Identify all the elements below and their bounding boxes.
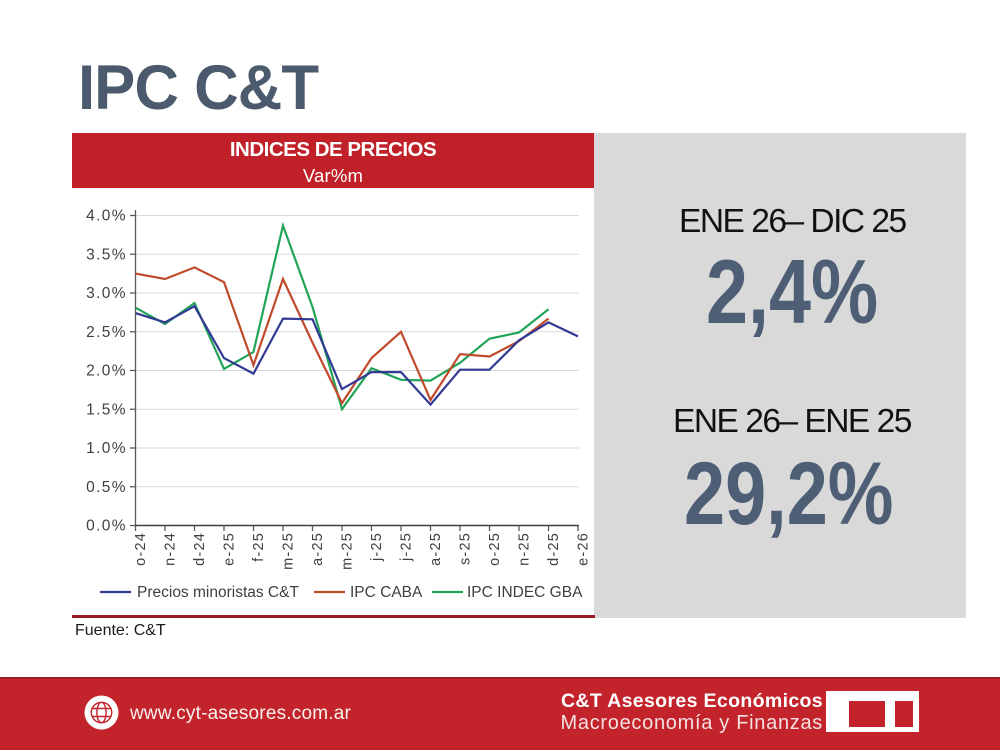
svg-text:n-24: n-24 bbox=[163, 532, 179, 566]
svg-text:j-25: j-25 bbox=[369, 532, 385, 562]
svg-text:j-25: j-25 bbox=[399, 532, 415, 562]
svg-text:e-25: e-25 bbox=[222, 532, 238, 566]
svg-text:0.5%: 0.5% bbox=[86, 479, 127, 496]
svg-text:0.0%: 0.0% bbox=[86, 518, 127, 535]
svg-text:Precios minoristas C&T: Precios minoristas C&T bbox=[137, 584, 299, 601]
svg-text:n-25: n-25 bbox=[517, 532, 533, 566]
svg-text:a-25: a-25 bbox=[310, 532, 326, 566]
svg-text:m-25: m-25 bbox=[340, 532, 356, 570]
svg-text:d-24: d-24 bbox=[192, 532, 208, 566]
svg-text:3.5%: 3.5% bbox=[86, 246, 127, 263]
svg-text:IPC CABA: IPC CABA bbox=[350, 584, 423, 601]
svg-text:1.0%: 1.0% bbox=[86, 440, 127, 457]
svg-text:1.5%: 1.5% bbox=[86, 401, 127, 418]
svg-text:d-25: d-25 bbox=[546, 532, 562, 566]
svg-text:s-25: s-25 bbox=[458, 532, 474, 565]
svg-text:4.0%: 4.0% bbox=[86, 208, 127, 225]
svg-text:IPC INDEC GBA: IPC INDEC GBA bbox=[467, 584, 583, 601]
svg-text:3.0%: 3.0% bbox=[86, 285, 127, 302]
svg-text:2.0%: 2.0% bbox=[86, 363, 127, 380]
svg-text:e-26: e-26 bbox=[576, 532, 592, 566]
svg-text:a-25: a-25 bbox=[428, 532, 444, 566]
svg-text:2.5%: 2.5% bbox=[86, 324, 127, 341]
svg-text:m-25: m-25 bbox=[281, 532, 297, 570]
svg-text:o-24: o-24 bbox=[133, 532, 149, 566]
svg-text:o-25: o-25 bbox=[487, 532, 503, 566]
svg-text:f-25: f-25 bbox=[251, 532, 267, 562]
